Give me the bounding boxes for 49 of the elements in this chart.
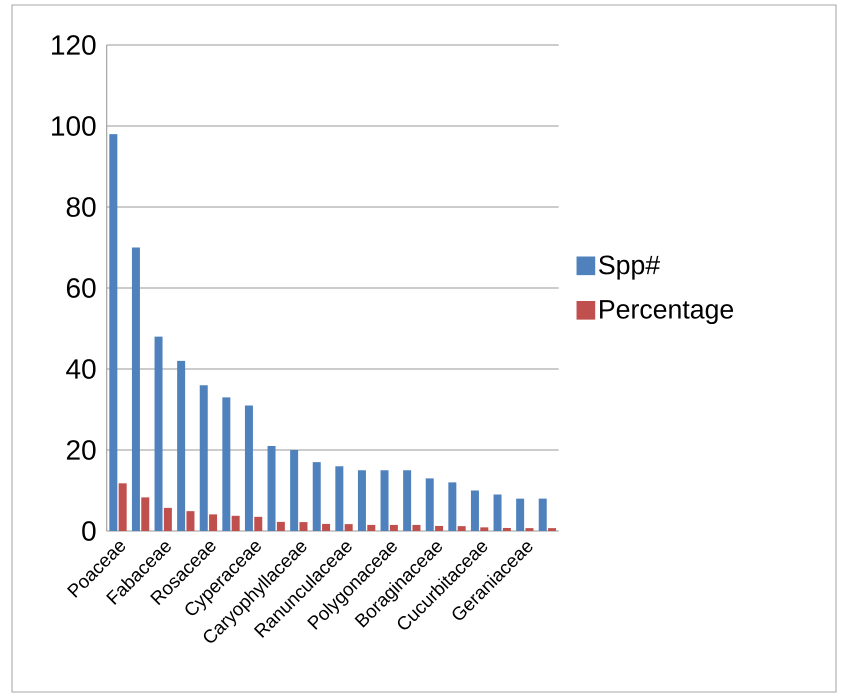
- bar: [312, 462, 321, 531]
- bar: [118, 483, 127, 531]
- bar: [502, 528, 511, 531]
- bar: [177, 360, 186, 531]
- bar: [367, 524, 376, 531]
- bar: [132, 247, 140, 531]
- bar: [480, 527, 488, 531]
- bar: [494, 494, 502, 531]
- bar: [548, 528, 556, 531]
- bar: [141, 497, 150, 531]
- bar: [435, 526, 444, 531]
- y-tick-label: 60: [66, 278, 96, 298]
- bar: [299, 522, 308, 531]
- bar: [358, 470, 366, 531]
- bar: [426, 478, 434, 531]
- bar: [335, 466, 344, 531]
- bar: [232, 516, 240, 531]
- legend-label: Spp#: [599, 256, 660, 280]
- bar: [154, 336, 163, 531]
- bar: [412, 524, 420, 531]
- bar: [322, 524, 330, 531]
- y-tick-label: 100: [52, 116, 96, 136]
- bar: [109, 134, 118, 531]
- bar: [516, 498, 524, 531]
- y-tick-label: 120: [52, 35, 96, 55]
- bar: [164, 508, 172, 531]
- legend-label: Percentage: [600, 300, 734, 324]
- y-tick-label: 40: [66, 359, 96, 379]
- bar: [458, 526, 466, 531]
- bar: [244, 405, 253, 531]
- bar: [390, 524, 398, 531]
- bar: [290, 450, 298, 531]
- bar: [276, 522, 285, 531]
- bar: [470, 490, 479, 531]
- bar: [525, 528, 534, 531]
- bar: [209, 514, 218, 531]
- bar: [268, 446, 276, 531]
- y-tick-label: 80: [66, 197, 96, 217]
- y-tick-label: 0: [82, 521, 96, 541]
- bar: [200, 385, 208, 531]
- bar: [538, 498, 547, 531]
- bar: [448, 482, 456, 531]
- bar: [186, 511, 194, 531]
- bar: [403, 470, 412, 531]
- bar: [254, 516, 262, 531]
- bar: [222, 397, 230, 531]
- y-tick-label: 20: [66, 440, 96, 460]
- bar: [380, 470, 389, 531]
- bar: [344, 524, 353, 531]
